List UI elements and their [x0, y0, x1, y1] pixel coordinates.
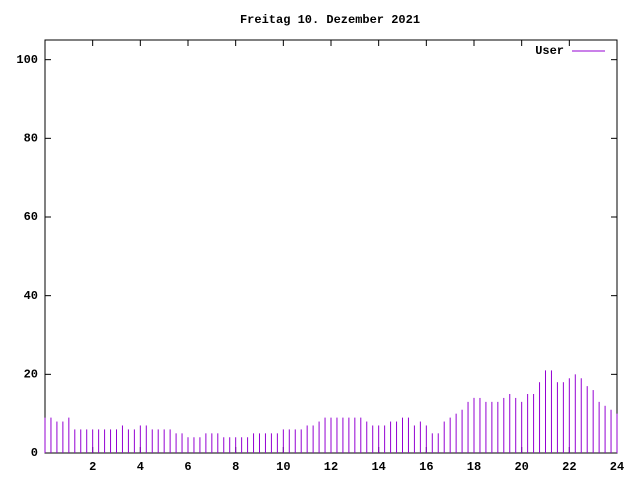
y-tick-label: 20 — [24, 368, 38, 382]
y-tick-label: 0 — [31, 446, 38, 460]
x-tick-label: 12 — [324, 460, 338, 474]
x-tick-label: 6 — [184, 460, 191, 474]
y-tick-label: 100 — [16, 53, 38, 67]
x-tick-label: 10 — [276, 460, 290, 474]
x-tick-label: 2 — [89, 460, 96, 474]
chart-title: Freitag 10. Dezember 2021 — [240, 13, 420, 27]
x-tick-label: 22 — [562, 460, 576, 474]
x-tick-label: 18 — [467, 460, 481, 474]
x-tick-label: 8 — [232, 460, 239, 474]
x-tick-label: 14 — [371, 460, 385, 474]
x-tick-label: 16 — [419, 460, 433, 474]
y-tick-label: 40 — [24, 289, 38, 303]
legend-label: User — [535, 44, 564, 58]
y-tick-label: 60 — [24, 210, 38, 224]
x-tick-label: 4 — [137, 460, 144, 474]
x-tick-label: 24 — [610, 460, 624, 474]
y-tick-label: 80 — [24, 132, 38, 146]
x-tick-label: 20 — [514, 460, 528, 474]
